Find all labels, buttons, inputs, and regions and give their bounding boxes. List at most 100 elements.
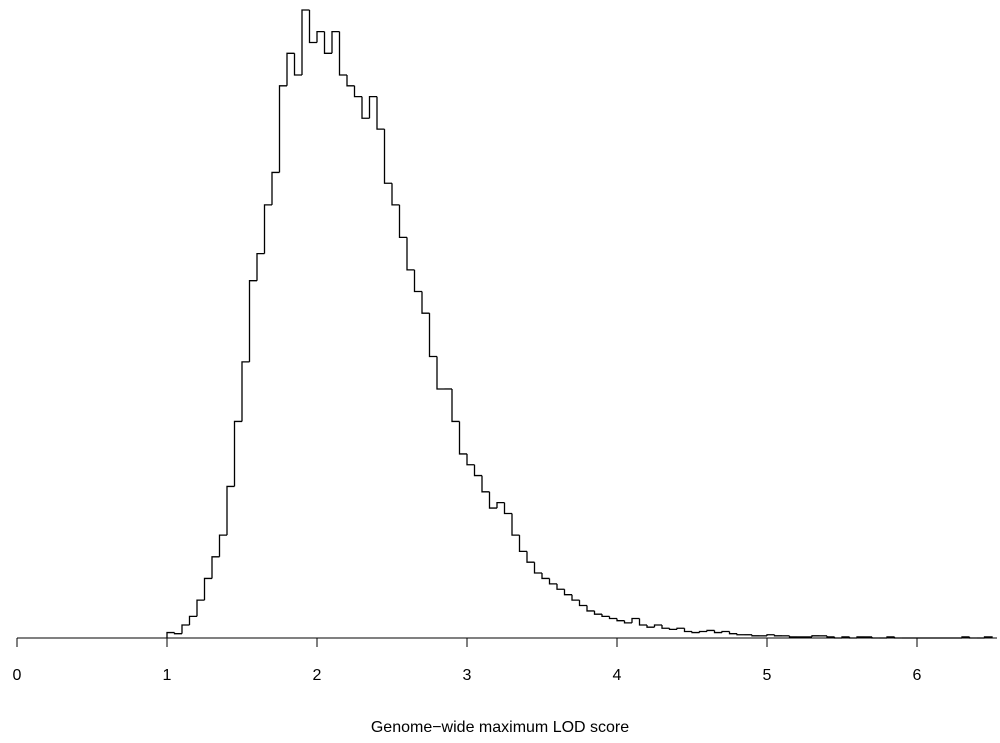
histogram-step — [623, 620, 632, 624]
histogram-step — [286, 52, 295, 86]
histogram-step — [563, 589, 572, 596]
histogram-step — [271, 171, 280, 205]
histogram-step — [473, 464, 482, 477]
histogram-step — [871, 636, 880, 639]
histogram-step — [173, 632, 182, 635]
histogram-step — [263, 204, 272, 254]
histogram-step — [368, 95, 377, 119]
histogram-step — [841, 636, 850, 638]
histogram-step — [541, 573, 550, 580]
histogram-step — [691, 631, 700, 634]
histogram-step — [428, 313, 437, 358]
histogram-step — [481, 475, 490, 493]
histogram-step — [256, 252, 265, 281]
histogram-step — [466, 453, 475, 466]
histogram-step — [166, 631, 175, 638]
histogram-step — [203, 577, 212, 601]
histogram-step — [398, 204, 407, 239]
histogram-step — [383, 129, 392, 184]
histogram-step — [728, 631, 737, 635]
histogram-step — [578, 600, 587, 607]
histogram-step — [631, 617, 640, 623]
histogram-step — [601, 614, 610, 617]
histogram-step — [676, 627, 685, 630]
histogram-step — [548, 578, 557, 585]
histogram-step — [751, 634, 760, 637]
histogram-step — [226, 485, 235, 536]
histogram-step — [421, 291, 430, 314]
histogram-step — [668, 628, 677, 630]
x-tick-label: 5 — [763, 667, 772, 684]
histogram-step — [511, 513, 520, 536]
histogram-step — [698, 630, 707, 633]
histogram-step — [391, 183, 400, 206]
histogram-step — [526, 551, 535, 563]
histogram-step — [571, 594, 580, 601]
histogram-step — [593, 610, 602, 615]
histogram-step — [233, 420, 242, 487]
histogram-step — [353, 85, 362, 98]
histogram-step — [331, 31, 340, 54]
histogram-step — [608, 616, 617, 620]
histogram-step — [811, 635, 820, 637]
x-tick-label: 3 — [463, 667, 472, 684]
histogram-step — [458, 421, 467, 455]
histogram-step — [188, 615, 197, 626]
histogram-step — [533, 562, 542, 574]
histogram-step — [721, 630, 730, 633]
histogram-step — [856, 636, 865, 638]
histogram-step — [346, 74, 355, 87]
histogram-step — [661, 625, 670, 629]
histogram-step — [413, 269, 422, 293]
x-tick-label: 0 — [13, 667, 22, 684]
histogram-step — [736, 633, 745, 636]
histogram-step — [518, 535, 527, 553]
histogram-step — [983, 636, 993, 638]
histogram-step — [503, 502, 512, 515]
histogram-step — [556, 583, 565, 590]
histogram-step — [773, 634, 782, 637]
histogram-step — [196, 599, 205, 617]
x-tick-label: 2 — [313, 667, 322, 684]
histogram-step — [766, 634, 775, 636]
histogram-step — [653, 624, 662, 628]
histogram-step — [293, 53, 302, 76]
histogram-step — [248, 280, 257, 362]
histogram-step — [968, 636, 977, 639]
histogram-step — [886, 636, 895, 638]
histogram-step — [406, 237, 415, 271]
x-tick-label: 1 — [163, 667, 172, 684]
histogram-step — [616, 618, 625, 622]
histogram-step — [826, 635, 835, 638]
histogram-step — [181, 624, 190, 634]
histogram-step — [586, 605, 595, 612]
histogram-step — [683, 628, 692, 633]
histogram-step — [308, 10, 317, 44]
histogram-step — [376, 96, 385, 130]
histogram-step — [848, 636, 857, 639]
histogram-step — [218, 534, 227, 557]
histogram-step — [241, 361, 250, 422]
histogram-step — [893, 636, 902, 639]
x-axis-label: Genome−wide maximum LOD score — [371, 719, 629, 736]
histogram-step — [706, 629, 715, 632]
histogram-step — [713, 630, 722, 634]
histogram-step — [436, 356, 445, 390]
histogram-step — [788, 635, 797, 638]
histogram-step — [646, 625, 655, 628]
histogram-step — [488, 491, 497, 509]
histogram-step — [451, 388, 460, 423]
histogram-step — [323, 31, 332, 54]
histogram-step — [211, 556, 220, 579]
histogram-step — [833, 636, 842, 639]
histogram-step — [338, 31, 347, 76]
histogram-step — [316, 31, 325, 43]
x-tick-label: 4 — [613, 667, 622, 684]
x-tick-label: 6 — [913, 667, 922, 684]
histogram-step — [496, 502, 505, 509]
histogram-step — [361, 96, 370, 119]
histogram-step — [301, 9, 310, 75]
histogram-step — [961, 636, 970, 638]
histogram-step — [278, 85, 287, 173]
